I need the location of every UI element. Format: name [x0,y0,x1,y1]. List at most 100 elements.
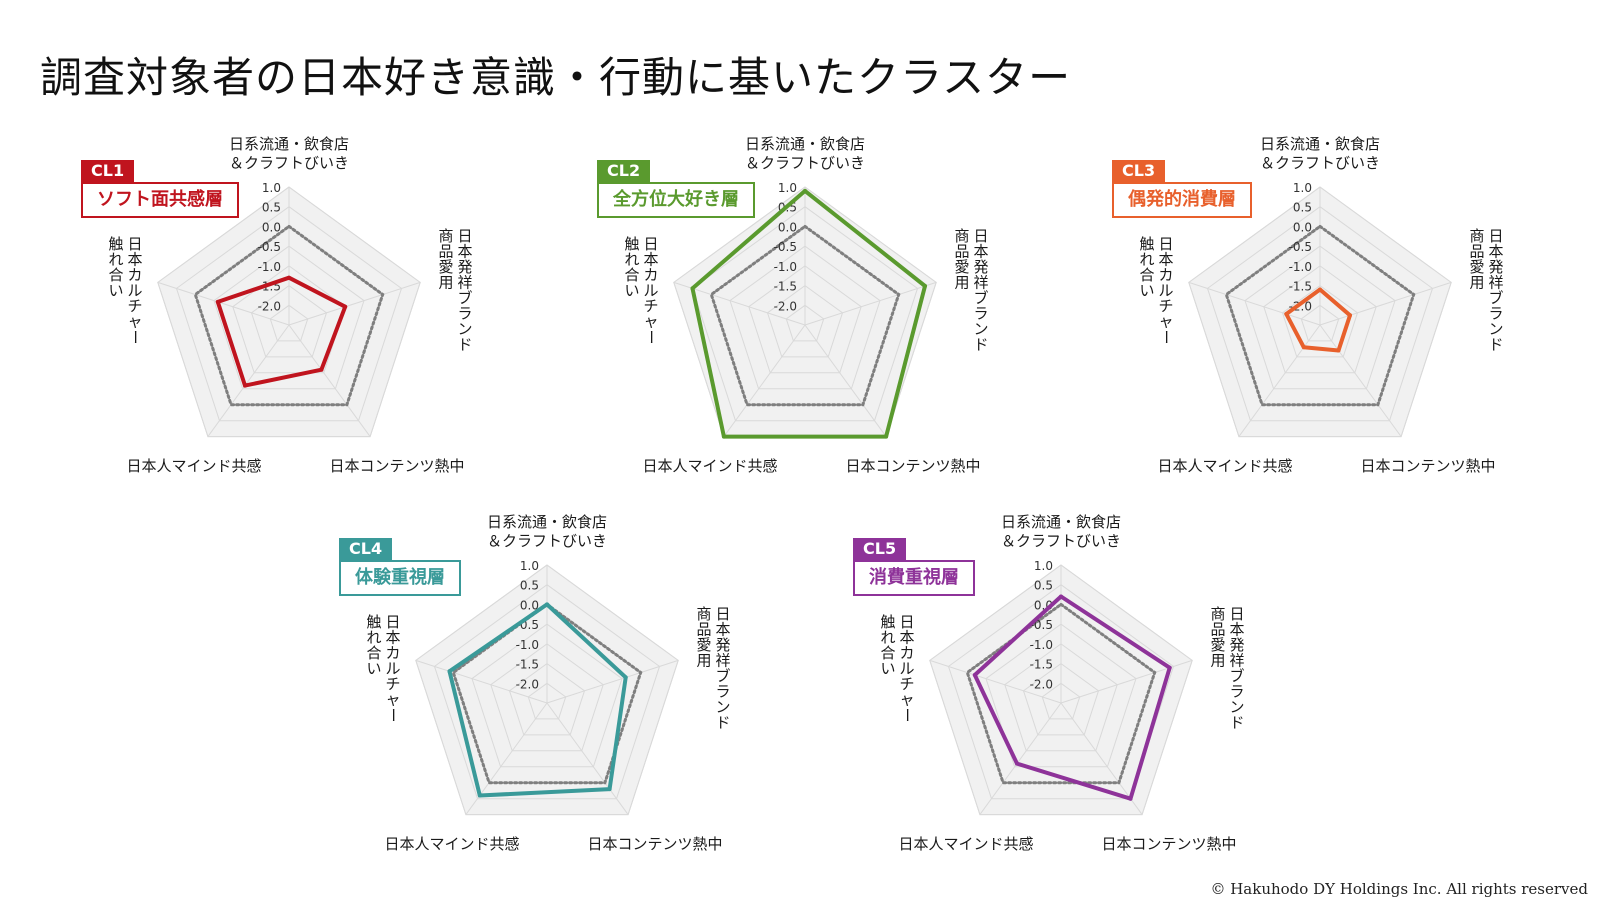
grid-ring [1188,186,1452,438]
axis-label-char: 用 [438,274,453,292]
axis-label-char: 触 [366,613,381,631]
axis-label-char: カ [385,644,400,662]
axis-label-char: ン [457,320,472,338]
reference-line [965,602,1157,785]
axis-label-char: カ [1158,266,1173,284]
cluster-name: 消費重視層 [853,560,975,596]
axis-label-char: 日 [1158,235,1173,253]
grid-ring [1004,643,1118,752]
tick-label: 0.0 [262,220,281,234]
grid-ring [729,245,881,390]
axis-label-char: 本 [715,621,730,639]
axis-label-char: ャ [127,313,142,331]
grid-ring [766,284,844,358]
grid-spoke [1188,281,1321,326]
radar-cl1: 1.00.50.0-0.5-1.0-1.5-2.0日系流通・飲食店＆クラフトびい… [108,135,472,475]
axis-label-char: れ [1139,251,1154,269]
tick-label: -1.5 [1030,658,1053,672]
grid-spoke [546,659,679,704]
axis-label-char: ル [127,282,142,300]
axis-label-char: 商 [954,227,969,245]
cluster-tag: CL3 [1112,160,1166,182]
axis-label-char: 触 [624,235,639,253]
axis-label: 日系流通・飲食店＆クラフトびいき [745,135,865,172]
axis-label: 日本コンテンツ熱中 [845,457,980,475]
axis-label: 日系流通・飲食店＆クラフトびいき [1001,513,1121,550]
axis-label-char: 日 [1229,605,1244,623]
tick-label: 1.0 [262,181,281,195]
grid-spoke [157,281,290,326]
data-point [607,787,612,792]
axis-label-char: い [624,282,639,300]
axis-label-char: い [366,660,381,678]
data-point [1128,796,1133,801]
tick-label: 0.5 [1034,579,1053,593]
axis-label-char: 発 [1488,258,1503,276]
data-point [721,434,726,439]
axis-label-char: ド [457,336,472,354]
data-point [923,284,927,288]
axis-label-char: 品 [954,243,969,261]
axis-label: 日系流通・飲食店＆クラフトびいき [1260,135,1380,172]
axis-label-char: ル [643,282,658,300]
grid-ring [471,623,623,768]
grid-ring [415,564,679,816]
data-point [243,383,247,388]
axis-label-char: ン [1229,698,1244,716]
data-point [690,286,695,291]
reference-line [451,602,643,785]
grid-spoke [673,281,806,326]
axis-label-char: 発 [457,258,472,276]
grid-ring [157,186,421,438]
grid-spoke [546,702,629,815]
axis-label-char: ン [973,320,988,338]
radar-cl2: 1.00.50.0-0.5-1.0-1.5-2.0日系流通・飲食店＆クラフトびい… [624,135,988,475]
grid-ring [1206,206,1434,422]
axis-label-char: 愛 [954,258,969,276]
axis-label-char: 本 [1158,251,1173,269]
data-point [1301,345,1306,350]
axis-label-char: 愛 [1469,258,1484,276]
tick-label: 0.5 [520,579,539,593]
data-point [447,669,452,674]
series-line [1284,287,1352,353]
axis-label-char: チ [1158,297,1173,315]
axis-label-char: れ [108,251,123,269]
axis-label-char: 日 [385,613,400,631]
axis-label-char: カ [127,266,142,284]
axis-label-char: ド [1488,336,1503,354]
axis-label: 日本コンテンツ熱中 [587,835,722,853]
grid-spoke [1060,702,1143,815]
axis-label-char: 日 [457,227,472,245]
data-point [803,188,807,193]
grid-ring [508,662,586,736]
axis-label-char: ル [899,660,914,678]
grid-ring [250,284,328,358]
tick-label: -1.0 [774,260,797,274]
axis-label-char: ド [1229,714,1244,732]
grid-spoke [1319,281,1452,326]
axis-label-char: ン [715,698,730,716]
axis-label-char: ブ [715,667,730,685]
axis-label-char: 発 [1229,636,1244,654]
axis-label-char: 祥 [1488,274,1503,292]
axis-label: 日本人マインド共感 [642,457,777,475]
axis-label-char: 商 [438,227,453,245]
grid-ring [748,265,862,374]
axis-label-char: 日 [973,227,988,245]
grid-spoke [1319,324,1402,437]
tick-label: -0.5 [258,240,281,254]
axis-label-char: 品 [438,243,453,261]
axis-label: 日本人マインド共感 [384,835,519,853]
axis-label-char: ラ [715,683,730,701]
tick-label: 0.5 [1293,201,1312,215]
axis-label: 日系流通・飲食店＆クラフトびいき [229,135,349,172]
axis-label-char: 日 [715,605,730,623]
tick-label: 0.0 [1293,220,1312,234]
grid-ring [985,623,1137,768]
grid-spoke [288,281,421,326]
axis-label-char: 品 [1210,621,1225,639]
tick-label: -1.0 [258,260,281,274]
data-point [623,675,628,680]
tick-label: -2.0 [1030,677,1053,691]
